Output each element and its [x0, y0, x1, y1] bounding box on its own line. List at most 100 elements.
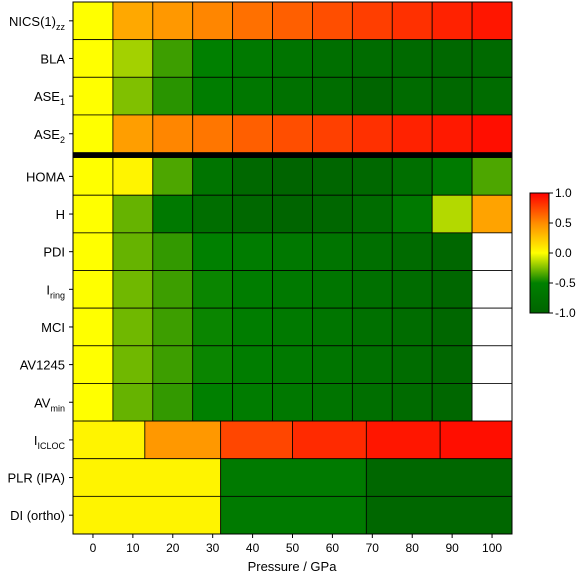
- x-tick-label: 70: [366, 541, 380, 555]
- heatmap-cell: [431, 194, 473, 234]
- row-label-text: ASE1: [34, 89, 65, 107]
- row-label-text: HOMA: [26, 169, 65, 184]
- x-tick-label: 30: [206, 541, 220, 555]
- row-label-main: NICS(1): [9, 14, 56, 29]
- heatmap-cell: [312, 157, 353, 196]
- heatmap-cells: [72, 1, 513, 535]
- row-label-main: BLA: [40, 51, 65, 66]
- row-label: PLR (IPA): [7, 471, 73, 486]
- heatmap-cell: [391, 307, 433, 347]
- heatmap-cell: [471, 76, 513, 116]
- heatmap-row: [72, 383, 513, 422]
- heatmap-cell: [391, 114, 433, 153]
- row-label-main: AV: [34, 395, 51, 410]
- heatmap-cell: [72, 157, 114, 196]
- heatmap-cell: [152, 345, 194, 384]
- heatmap-cell: [232, 307, 273, 347]
- heatmap-cell: [365, 420, 441, 460]
- heatmap-cell: [312, 194, 353, 234]
- heatmap-cell: [351, 76, 393, 116]
- colorbar-tick-label: -0.5: [555, 276, 576, 290]
- x-tick-label: 50: [286, 541, 300, 555]
- heatmap-row: [72, 420, 513, 460]
- heatmap-cell: [471, 114, 513, 153]
- heatmap-cell: [431, 307, 473, 347]
- heatmap-cell: [391, 345, 433, 384]
- row-label-main: I: [34, 433, 38, 448]
- heatmap-cell: [391, 39, 433, 78]
- heatmap-cell: [272, 1, 313, 41]
- x-tick-label: 60: [326, 541, 340, 555]
- row-label-main: PDI: [43, 245, 65, 260]
- heatmap-cell: [471, 39, 513, 78]
- heatmap-cell: [72, 307, 114, 347]
- heatmap-cell: [272, 157, 313, 196]
- heatmap-cell: [112, 232, 154, 271]
- heatmap-row: [72, 458, 513, 497]
- row-label-subscript: zz: [56, 22, 66, 32]
- heatmap-cell: [292, 420, 367, 460]
- heatmap-cell: [192, 39, 234, 78]
- x-axis-title: Pressure / GPa: [248, 559, 338, 574]
- heatmap-cell: [112, 270, 154, 309]
- heatmap-cell: [192, 383, 234, 422]
- row-label: DI (ortho): [10, 508, 73, 523]
- heatmap-cell: [220, 420, 293, 460]
- heatmap-cell: [72, 232, 114, 271]
- heatmap-cell: [192, 270, 234, 309]
- heatmap-cell: [391, 194, 433, 234]
- heatmap-cell: [152, 1, 194, 41]
- heatmap-cell: [72, 39, 114, 78]
- colorbar-tick-label: 0.5: [555, 216, 572, 230]
- row-label: NICS(1)zz: [9, 14, 73, 32]
- colorbar-tick-label: 1.0: [555, 186, 572, 200]
- heatmap-cell: [351, 194, 393, 234]
- heatmap-cell: [192, 114, 234, 153]
- heatmap-cell: [144, 420, 222, 460]
- heatmap-cell: [471, 232, 513, 271]
- row-label-subscript: min: [50, 403, 65, 413]
- heatmap-cell: [192, 232, 234, 271]
- heatmap-cell: [391, 157, 433, 196]
- row-label: BLA: [40, 51, 73, 66]
- heatmap-cell: [431, 1, 473, 41]
- heatmap-cell: [272, 76, 313, 116]
- row-label-text: H: [56, 207, 65, 222]
- heatmap-cell: [192, 345, 234, 384]
- heatmap-cell: [312, 270, 353, 309]
- heatmap-cell: [152, 307, 194, 347]
- heatmap-row: [72, 307, 513, 347]
- heatmap-cell: [272, 39, 313, 78]
- heatmap-cell: [152, 39, 194, 78]
- heatmap-cell: [351, 39, 393, 78]
- row-label: ASE1: [34, 89, 73, 107]
- heatmap-cell: [312, 307, 353, 347]
- heatmap-cell: [152, 76, 194, 116]
- heatmap-cell: [112, 345, 154, 384]
- row-label-text: MCI: [41, 320, 65, 335]
- heatmap-cell: [471, 270, 513, 309]
- row-label-text: IICLOC: [34, 433, 66, 451]
- row-label: H: [56, 207, 73, 222]
- heatmap-cell: [232, 76, 273, 116]
- heatmap-cell: [232, 39, 273, 78]
- heatmap-cell: [471, 383, 513, 422]
- heatmap-cell: [152, 114, 194, 153]
- heatmap-cell: [431, 114, 473, 153]
- heatmap-cell: [431, 232, 473, 271]
- heatmap-cell: [312, 76, 353, 116]
- row-label-text: PDI: [43, 245, 65, 260]
- heatmap-cell: [272, 270, 313, 309]
- x-tick-label: 0: [90, 541, 97, 555]
- heatmap-cell: [112, 157, 154, 196]
- heatmap-cell: [351, 270, 393, 309]
- heatmap-cell: [312, 114, 353, 153]
- heatmap-cell: [192, 307, 234, 347]
- heatmap-cell: [312, 39, 353, 78]
- row-label-main: I: [46, 282, 50, 297]
- heatmap-cell: [72, 345, 114, 384]
- heatmap-cell: [272, 114, 313, 153]
- row-label: PDI: [43, 245, 73, 260]
- group-separator: [73, 152, 512, 158]
- heatmap-cell: [112, 307, 154, 347]
